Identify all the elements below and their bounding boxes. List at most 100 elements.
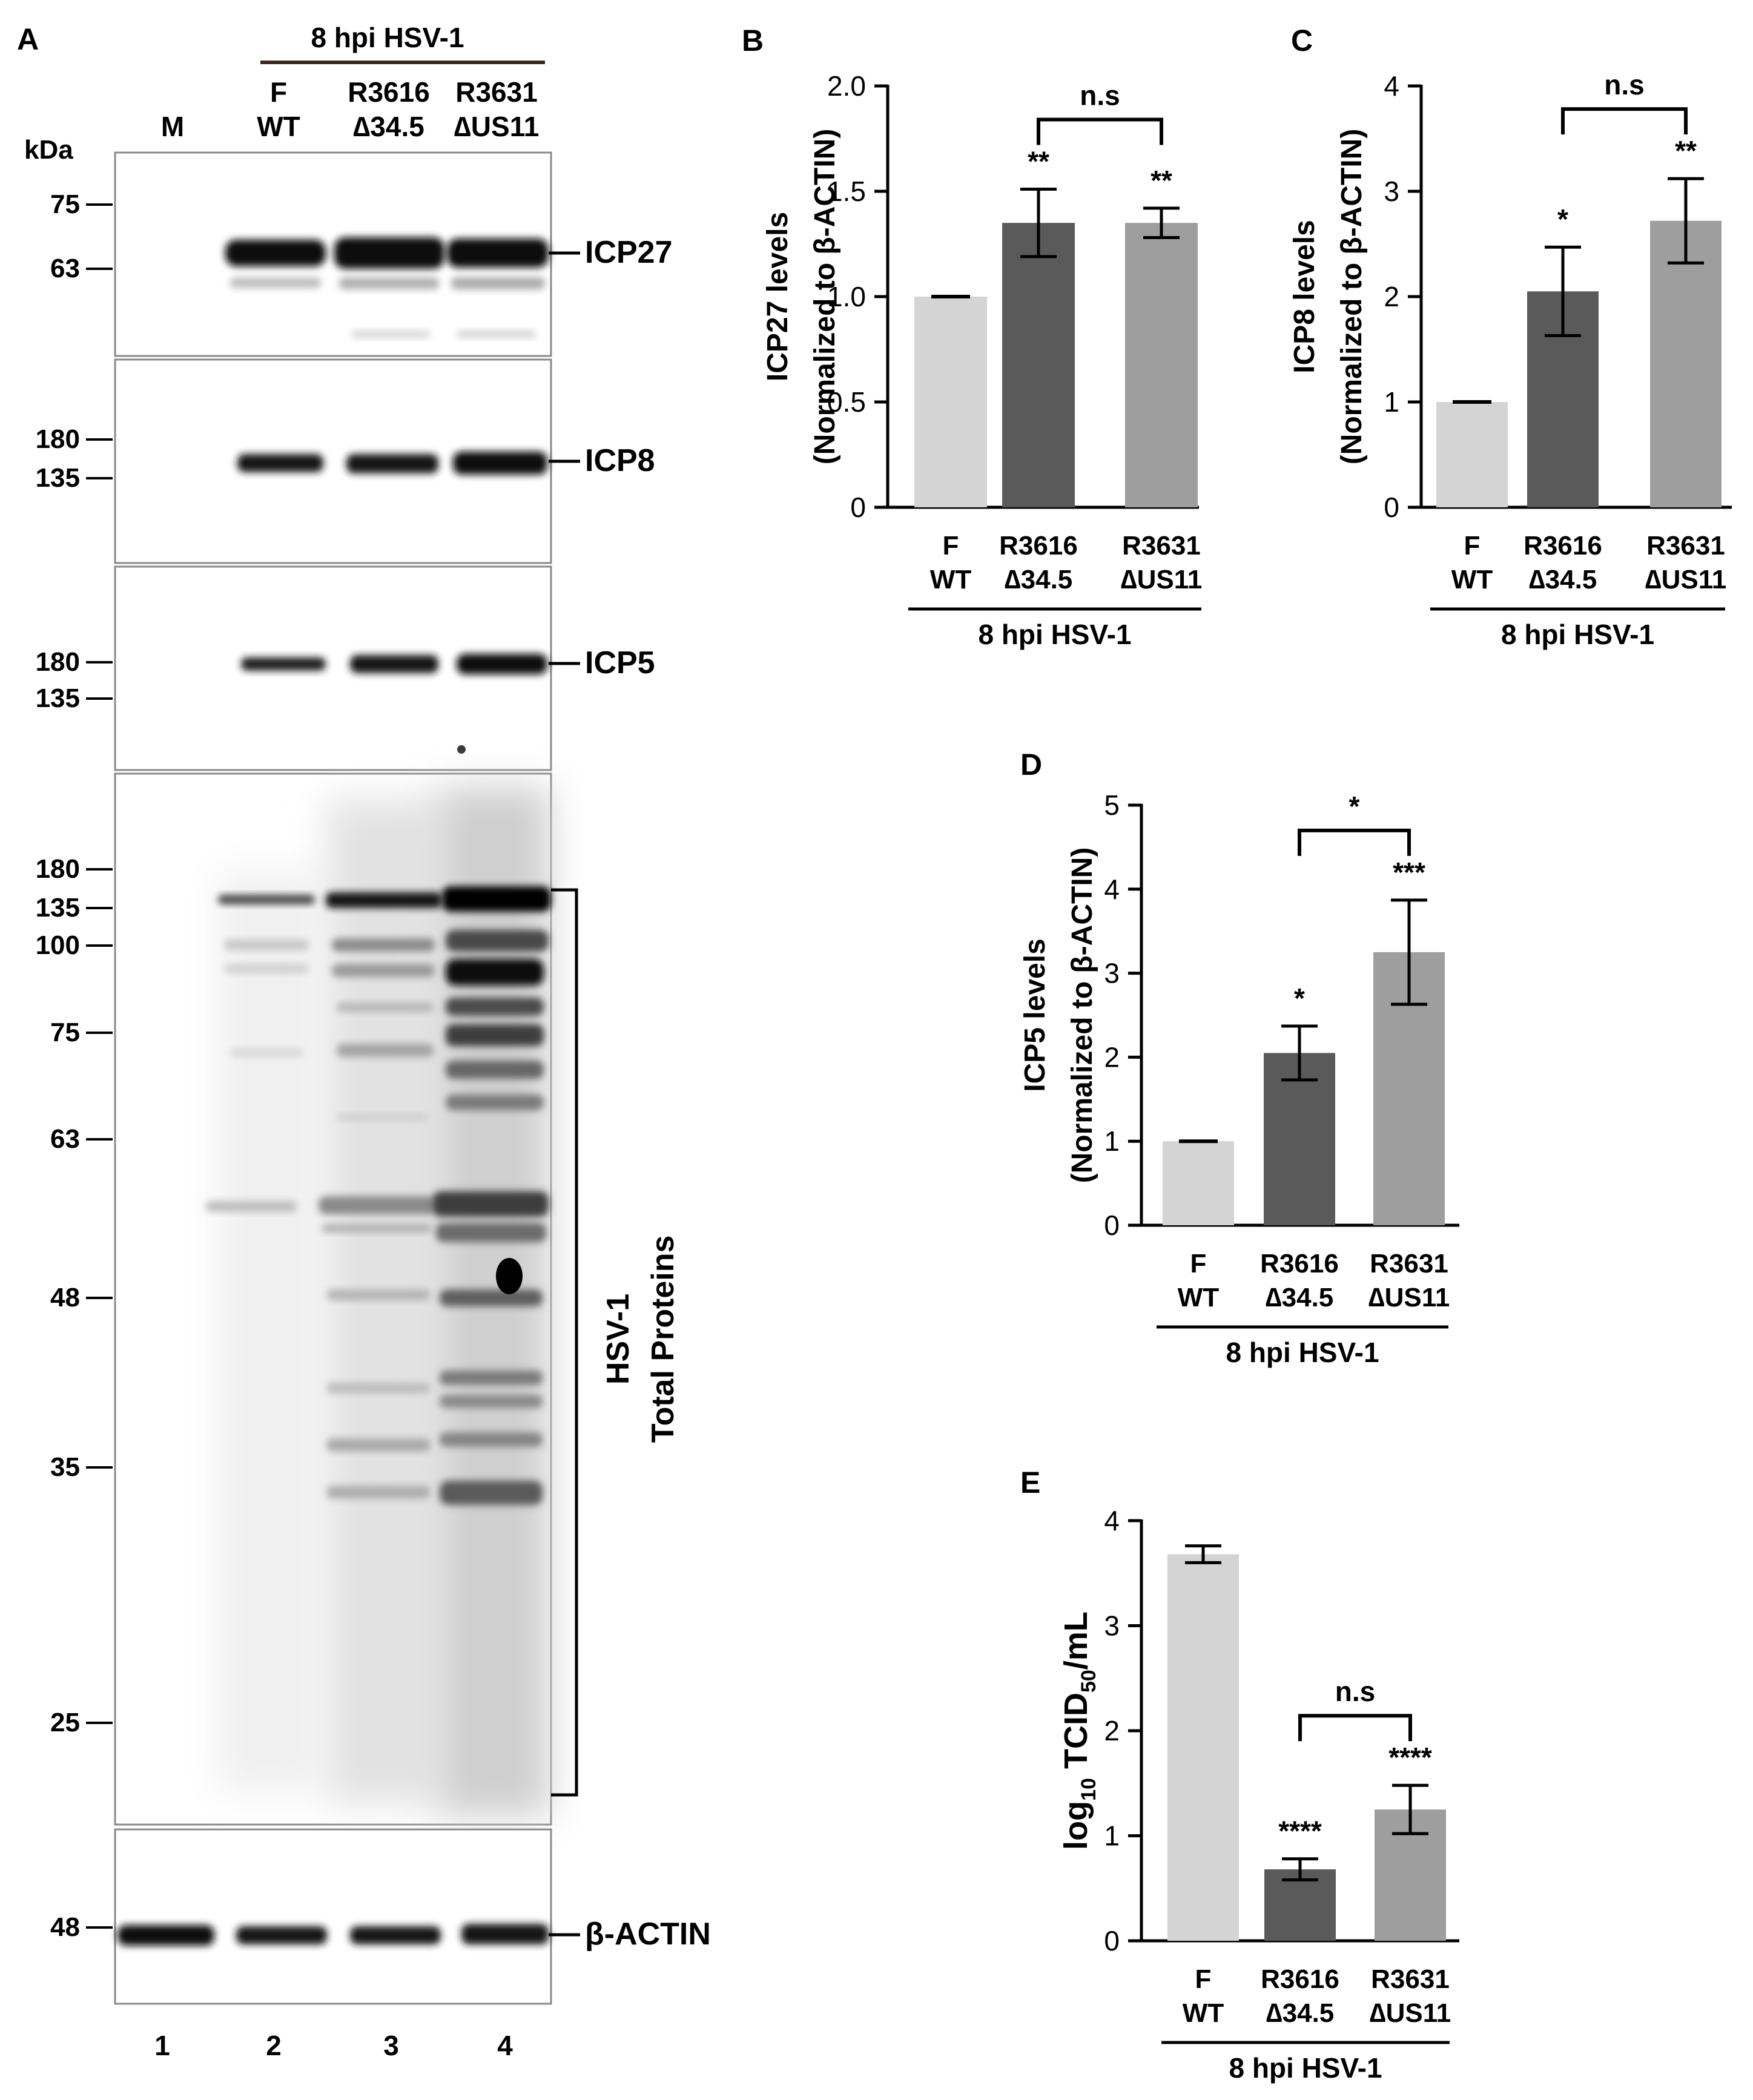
blot-icp8: ICP8 180 135 [36,358,655,564]
significance-label: **** [1278,1815,1322,1847]
bar [914,297,987,507]
band [322,1224,431,1233]
bracket-label: n.s [1604,69,1644,100]
significance-label: * [1294,983,1305,1014]
band [350,1926,441,1944]
kda-label: kDa [24,135,73,165]
band [451,277,545,289]
band [225,240,326,266]
y-tick-label: 2.0 [827,70,866,102]
y-axis-label: log10 TCID50/mL [1058,1611,1100,1850]
band [230,1048,303,1057]
marker-label: 180 [36,647,80,677]
x-tick-label: F [1464,531,1481,561]
y-axis-label-part: log [1058,1801,1094,1850]
band [218,895,315,904]
x-tick-label: R3631 [1122,531,1201,561]
marker-label: 35 [50,1452,80,1482]
band [327,1383,430,1394]
marker-label: 180 [36,854,80,884]
comparison-bracket [1037,117,1163,145]
significance-label: **** [1388,1742,1432,1773]
y-tick-label: 0 [850,492,866,523]
y-tick-label: 1 [1104,1820,1120,1852]
panel-a-header: 8 hpi HSV-1 [311,22,464,53]
band [351,331,430,338]
lane-label-4-line1: R3631 [455,76,538,108]
blot-label-icp5: ICP5 [585,645,655,680]
y-tick-label: 0 [1384,492,1399,523]
x-tick-label: ∆34.5 [1266,1283,1334,1312]
y-tick-label: 3 [1104,958,1120,989]
chart-panel-c: C 0 1 2 3 4 ICP8 levels (Normalized to β-ACTIN)… [1289,24,1732,650]
lane-label-3-line2: ∆34.5 [353,111,424,142]
blot-label-hsv1-line1: HSV-1 [601,1294,636,1384]
band [327,1486,430,1499]
y-tick-label: 1.5 [827,176,866,207]
y-tick-label: 3 [1104,1610,1120,1642]
chart-panel-d: D 0 1 2 3 4 5 ICP5 levels (Normalized to β-ACTIN… [1019,748,1459,1368]
blot-label-hsv1-line2: Total Proteins [645,1236,681,1443]
group-label: 8 hpi HSV-1 [1226,1337,1379,1368]
y-axis-label-part: TCID [1058,1693,1094,1778]
marker-label: 25 [50,1708,80,1737]
band [440,1289,543,1306]
band [457,331,536,338]
y-tick-label: 2 [1384,281,1399,312]
band [332,938,435,952]
y-axis-label-subscript: 10 [1077,1778,1100,1801]
band [442,886,551,912]
y-tick-label: 3 [1384,176,1399,207]
marker-label: 180 [36,424,80,454]
band [440,1371,543,1385]
x-tick-label: F [1190,1249,1207,1279]
lane-number: 4 [497,2030,513,2061]
band [117,1925,214,1946]
comparison-bracket [1561,107,1688,135]
bar-charts: B 0 0.5 1.0 1.5 2.0 ICP27 levels (Normalized to… [742,24,1732,2084]
x-tick-label: R3631 [1370,1249,1448,1279]
marker-label: 48 [50,1283,80,1312]
y-tick-label: 1 [1104,1125,1120,1157]
y-axis-label: ICP5 levels [1019,938,1051,1092]
marker-label: 135 [36,893,80,923]
bracket [551,888,578,1797]
y-tick-label: 0 [1104,1210,1120,1241]
band [446,1094,544,1110]
y-axis-label: (Normalized to β-ACTIN) [809,129,841,465]
band [440,1481,543,1505]
band [206,1201,297,1212]
group-label: 8 hpi HSV-1 [978,619,1131,650]
group-label: 8 hpi HSV-1 [1229,2052,1382,2084]
y-tick-label: 1.0 [827,281,866,312]
blot-hsv1-total-proteins: HSV-1 Total Proteins 180 135 100 75 63 4… [36,772,681,1826]
panel-letter: C [1291,24,1313,58]
band [436,1223,546,1242]
lane-number: 1 [154,2030,170,2061]
group-label: 8 hpi HSV-1 [1501,619,1654,650]
band [241,657,326,671]
x-tick-label: R3631 [1371,1964,1450,1994]
bar [1002,223,1075,507]
band [337,1002,434,1012]
x-tick-label: WT [930,565,972,594]
band [446,1024,544,1046]
x-tick-label: ∆US11 [1121,565,1203,594]
band [319,1196,435,1214]
significance-label: ** [1675,135,1697,166]
lane-label-2-line1: F [270,76,287,108]
marker-label: 75 [50,189,80,219]
band [350,655,438,673]
y-axis-label: ICP8 levels [1289,220,1321,374]
marker-label: 135 [36,683,80,713]
x-tick-label: F [1195,1964,1212,1994]
x-tick-label: F [943,531,959,561]
marker-label: 75 [50,1018,80,1047]
blot-label-icp8: ICP8 [585,443,655,478]
panel-a-western-blot: A 8 hpi HSV-1 M F WT R3616 ∆34.5 R3631 ∆… [17,22,711,2061]
band [446,1061,544,1079]
blot-label-icp27: ICP27 [585,235,673,270]
panel-letter: D [1020,748,1042,782]
band [446,930,549,952]
blot-beta-actin: β-ACTIN 48 [50,1828,711,2005]
